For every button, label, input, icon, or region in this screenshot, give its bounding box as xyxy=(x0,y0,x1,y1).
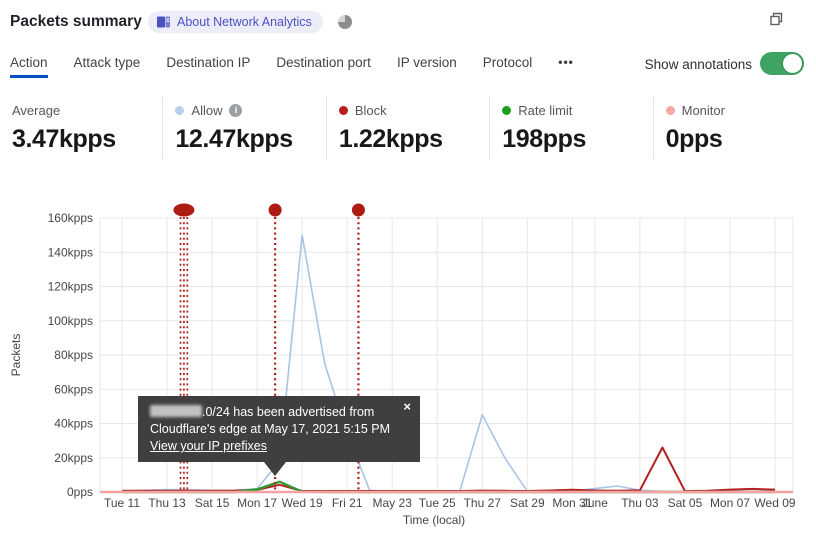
x-tick-label: Wed 09 xyxy=(754,496,795,510)
stats-row: Average 3.47kpps Allow i 12.47kpps Block 1.22k… xyxy=(0,97,816,159)
series-color-dot xyxy=(502,106,512,115)
toggle-knob xyxy=(783,54,802,73)
x-tick-label: Fri 21 xyxy=(332,496,363,510)
x-tick-label: Thu 13 xyxy=(148,496,186,510)
close-icon[interactable]: × xyxy=(403,399,411,414)
y-tick-label: 40kpps xyxy=(54,417,93,431)
stat-label-row: Monitor xyxy=(665,103,808,118)
show-annotations-label: Show annotations xyxy=(644,57,752,72)
x-tick-label: Tue 25 xyxy=(419,496,456,510)
stat-card-block: Block 1.22kpps xyxy=(325,97,489,159)
stat-card-average: Average 3.47kpps xyxy=(0,97,162,159)
stat-label-row: Average xyxy=(12,103,154,118)
tab-destination-ip[interactable]: Destination IP xyxy=(166,55,251,70)
packets-chart: 0pps 20kpps 40kpps 60kpps 80kpps 100kpps 120kp… xyxy=(9,203,796,527)
restore-window-icon[interactable] xyxy=(769,12,784,32)
view-ip-prefixes-link[interactable]: View your IP prefixes xyxy=(150,439,267,453)
series-color-dot xyxy=(665,106,675,115)
annotation-marker-pill[interactable] xyxy=(173,203,195,217)
x-tick-label: Thu 03 xyxy=(621,496,659,510)
pie-chart-icon xyxy=(338,15,352,29)
stat-label: Average xyxy=(12,103,61,118)
about-network-analytics-badge[interactable]: About Network Analytics xyxy=(148,11,323,33)
y-tick-label: 100kpps xyxy=(48,314,93,328)
tooltip-line1: .0/24 has been advertised from xyxy=(150,404,394,421)
x-tick-label: Sat 29 xyxy=(510,496,545,510)
y-tick-label: 120kpps xyxy=(48,280,93,294)
stat-value: 0pps xyxy=(665,125,723,153)
tab-attack-type[interactable]: Attack type xyxy=(73,55,141,70)
stat-card-rate-limit: Rate limit 198pps xyxy=(489,97,652,159)
y-tick-label: 140kpps xyxy=(48,245,93,259)
x-axis-title: Time (local) xyxy=(403,513,465,527)
tab-protocol[interactable]: Protocol xyxy=(482,55,533,70)
stat-label: Block xyxy=(354,103,387,118)
page-title: Packets summary xyxy=(10,13,142,30)
tab-destination-port[interactable]: Destination port xyxy=(276,55,371,70)
y-tick-label: 20kpps xyxy=(54,451,93,465)
about-badge-label: About Network Analytics xyxy=(177,15,312,29)
annotation-tooltip: × .0/24 has been advertised from Cloudfl… xyxy=(138,396,420,476)
y-tick-label: 0pps xyxy=(67,485,93,499)
y-tick-label: 160kpps xyxy=(48,211,93,225)
annotation-marker-dot[interactable] xyxy=(268,203,282,217)
x-tick-label: Mon 07 xyxy=(710,496,750,510)
x-tick-label: Thu 27 xyxy=(464,496,502,510)
info-icon[interactable]: i xyxy=(229,104,243,117)
y-tick-label: 60kpps xyxy=(54,382,93,396)
x-tick-label: Sat 05 xyxy=(668,496,703,510)
tab-bar: Action Attack type Destination IP Destinati… xyxy=(10,55,574,78)
annotation-marker-dot[interactable] xyxy=(351,203,365,217)
book-icon xyxy=(156,15,171,29)
x-tick-label: Mon 31 xyxy=(552,496,592,510)
x-tick-label: May 23 xyxy=(373,496,413,510)
tab-ip-version[interactable]: IP version xyxy=(396,55,457,70)
series-color-dot xyxy=(175,106,185,115)
stat-value: 3.47kpps xyxy=(12,125,116,153)
stat-label-row: Block xyxy=(338,103,481,118)
stat-value: 198pps xyxy=(502,125,586,153)
stat-label-row: Rate limit xyxy=(502,103,644,118)
x-tick-label: Tue 11 xyxy=(104,496,140,510)
more-tabs-button[interactable]: ••• xyxy=(558,55,574,69)
x-tick-label: Mon 17 xyxy=(237,496,277,510)
tooltip-line2: Cloudflare's edge at May 17, 2021 5:15 P… xyxy=(150,422,391,436)
stat-label: Allow xyxy=(191,103,223,118)
stat-value: 12.47kpps xyxy=(175,125,293,153)
series-color-dot xyxy=(338,106,348,115)
redacted-ip-prefix xyxy=(150,405,202,417)
x-tick-label: June xyxy=(582,496,608,510)
show-annotations-toggle[interactable] xyxy=(760,52,804,75)
stat-label-row: Allow i xyxy=(175,103,317,118)
tab-action[interactable]: Action xyxy=(10,55,48,78)
stat-card-monitor: Monitor 0pps xyxy=(652,97,816,159)
y-axis-title: Packets xyxy=(9,334,23,377)
stat-label: Rate limit xyxy=(518,103,573,118)
stat-label: Monitor xyxy=(681,103,725,118)
stat-card-allow: Allow i 12.47kpps xyxy=(162,97,325,159)
x-tick-label: Sat 15 xyxy=(195,496,230,510)
x-tick-label: Wed 19 xyxy=(282,496,323,510)
y-tick-label: 80kpps xyxy=(54,348,93,362)
stat-value: 1.22kpps xyxy=(338,125,443,153)
